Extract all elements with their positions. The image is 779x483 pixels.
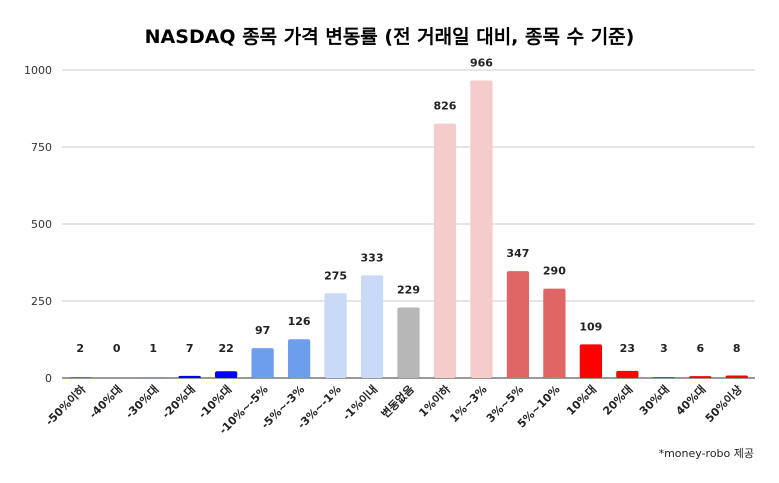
data-label: 275 bbox=[324, 269, 347, 282]
data-label: 966 bbox=[470, 56, 493, 69]
x-tick-label: -30%대 bbox=[122, 382, 161, 421]
credit-note: *money-robo 제공 bbox=[658, 447, 754, 460]
data-label: 229 bbox=[397, 283, 420, 296]
x-tick-label: 50%이상 bbox=[702, 382, 745, 425]
x-tick-label: 10%대 bbox=[563, 382, 599, 418]
labels: 2-50%이하0-40%대1-30%대7-20%대22-10%대97-10%~-… bbox=[42, 56, 745, 436]
bar bbox=[69, 377, 92, 378]
data-label: 23 bbox=[620, 342, 635, 355]
bar bbox=[725, 375, 748, 378]
y-tick-label: 1000 bbox=[24, 64, 52, 77]
x-tick-label: 20%대 bbox=[600, 382, 636, 418]
bar bbox=[506, 271, 530, 378]
bar bbox=[543, 288, 566, 378]
bar bbox=[287, 339, 311, 378]
x-tick-label: 1%~3% bbox=[447, 383, 489, 425]
data-label: 3 bbox=[660, 342, 668, 355]
data-label: 8 bbox=[733, 342, 741, 355]
data-label: 333 bbox=[361, 251, 384, 264]
x-tick-label: 30%대 bbox=[636, 382, 672, 418]
bar bbox=[397, 307, 420, 378]
bar bbox=[470, 80, 493, 379]
chart-title: NASDAQ 종목 가격 변동률 (전 거래일 대비, 종목 수 기준) bbox=[144, 26, 635, 48]
data-label: 6 bbox=[696, 342, 704, 355]
y-tick-label: 500 bbox=[31, 218, 52, 231]
data-label: 0 bbox=[113, 342, 121, 355]
x-tick-label: -20%대 bbox=[159, 382, 198, 421]
data-label: 347 bbox=[506, 247, 529, 260]
x-tick-label: -1%이내 bbox=[340, 382, 381, 423]
bar bbox=[616, 370, 639, 378]
data-label: 109 bbox=[579, 320, 602, 333]
data-label: 22 bbox=[218, 342, 233, 355]
data-label: 97 bbox=[255, 324, 270, 337]
bar bbox=[324, 293, 347, 378]
x-tick-label: -40%대 bbox=[86, 382, 125, 421]
x-tick-label: 변동없음 bbox=[378, 382, 417, 421]
data-label: 290 bbox=[543, 265, 566, 278]
y-tick-label: 250 bbox=[31, 295, 52, 308]
y-tick-label: 750 bbox=[31, 141, 52, 154]
data-label: 826 bbox=[433, 100, 456, 113]
data-label: 126 bbox=[288, 315, 311, 328]
bar bbox=[579, 344, 602, 378]
data-label: 2 bbox=[76, 342, 84, 355]
bars bbox=[69, 80, 748, 379]
bar bbox=[178, 375, 201, 378]
gridlines: 0 250 500 750 1000 bbox=[24, 64, 755, 385]
bar bbox=[689, 376, 712, 378]
bar bbox=[433, 123, 457, 378]
bar bbox=[652, 377, 675, 378]
bar bbox=[360, 275, 384, 378]
y-tick-label: 0 bbox=[45, 372, 52, 385]
data-label: 1 bbox=[149, 342, 157, 355]
x-tick-label: 40%대 bbox=[673, 382, 709, 418]
bar bbox=[215, 371, 238, 378]
bar bbox=[251, 348, 274, 378]
data-label: 7 bbox=[186, 342, 194, 355]
x-tick-label: -50%이하 bbox=[42, 382, 89, 429]
